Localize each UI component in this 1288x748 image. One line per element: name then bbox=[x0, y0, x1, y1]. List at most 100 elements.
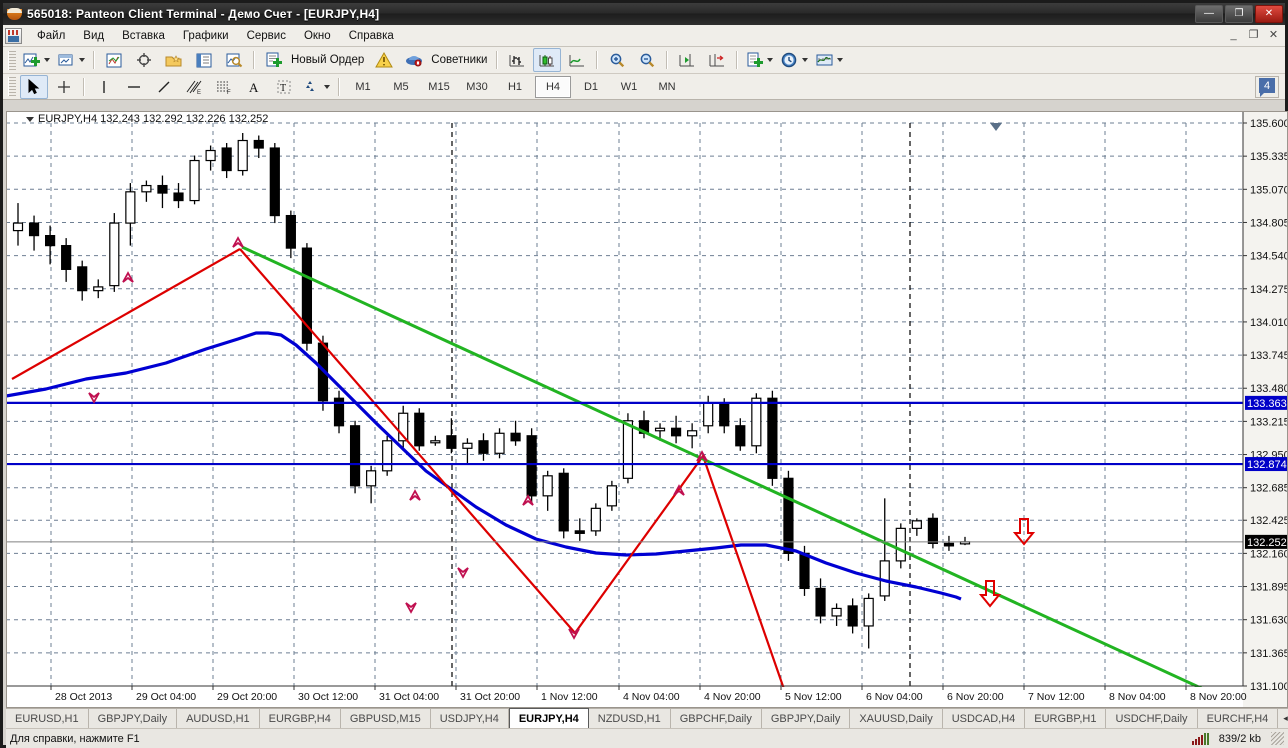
cursor-tool-button[interactable] bbox=[20, 74, 48, 99]
zoom-out-button[interactable] bbox=[633, 48, 661, 72]
chart-tab[interactable]: GBPJPY,Daily bbox=[762, 709, 851, 728]
equidistant-channel-tool-button[interactable]: E bbox=[180, 75, 208, 99]
data-window-button[interactable] bbox=[190, 48, 218, 72]
period-h1-button[interactable]: H1 bbox=[507, 80, 523, 93]
toolbar-grip[interactable] bbox=[8, 50, 16, 70]
menu-item-view[interactable]: Вид bbox=[83, 29, 105, 42]
svg-text:28 Oct 2013: 28 Oct 2013 bbox=[55, 691, 112, 703]
svg-text:6 Nov 04:00: 6 Nov 04:00 bbox=[866, 691, 923, 703]
connection-signal-icon[interactable] bbox=[1191, 732, 1209, 745]
trendline-tool-button[interactable] bbox=[150, 75, 178, 99]
menu-item-charts[interactable]: Графики bbox=[182, 29, 229, 42]
candlestick-chart-button[interactable] bbox=[533, 48, 562, 72]
toolbar-grip[interactable] bbox=[8, 77, 16, 96]
notifications-button[interactable]: 4 bbox=[1255, 76, 1279, 98]
chart-tab[interactable]: GBPUSD,M15 bbox=[341, 709, 431, 728]
svg-text:29 Oct 20:00: 29 Oct 20:00 bbox=[217, 691, 277, 703]
indicators-button[interactable] bbox=[813, 48, 846, 72]
svg-text:131.365: 131.365 bbox=[1250, 648, 1288, 660]
menu-item-help[interactable]: Справка bbox=[348, 29, 394, 42]
experts-button[interactable] bbox=[400, 48, 428, 72]
menu-item-file[interactable]: Файл bbox=[37, 29, 66, 42]
chart-canvas[interactable]: 135.600 135.335 135.070 134.805 134.540 134.2… bbox=[6, 111, 1288, 708]
profiles-button[interactable] bbox=[100, 48, 128, 72]
favorites-button[interactable] bbox=[160, 48, 188, 72]
text-label-tool-button[interactable]: A bbox=[240, 75, 268, 99]
maximize-button[interactable]: ❐ bbox=[1225, 5, 1253, 23]
crosshair-button[interactable] bbox=[130, 48, 158, 72]
title-bar: 565018: Panteon Client Terminal - Демо С… bbox=[3, 3, 1285, 25]
chart-tab[interactable]: GBPCHF,Daily bbox=[671, 709, 762, 728]
auto-scroll-button[interactable] bbox=[703, 48, 731, 72]
menu-item-insert[interactable]: Вставка bbox=[122, 29, 165, 42]
chart-tab[interactable]: EURCHF,H4 bbox=[1198, 709, 1279, 728]
vertical-line-tool-button[interactable] bbox=[90, 75, 118, 99]
shift-end-button[interactable] bbox=[673, 48, 701, 72]
svg-text:E: E bbox=[197, 90, 201, 95]
chart-area[interactable]: EURJPY,H4 132.243 132.292 132.226 132.25… bbox=[6, 111, 1288, 708]
mdi-close-button[interactable]: ✕ bbox=[1268, 29, 1279, 41]
chart-tab[interactable]: USDCHF,Daily bbox=[1106, 709, 1198, 728]
svg-text:134.275: 134.275 bbox=[1250, 284, 1288, 296]
zoom-in-button[interactable] bbox=[603, 48, 631, 72]
toolbar-separator bbox=[596, 51, 599, 69]
menu-item-tools[interactable]: Сервис bbox=[246, 29, 286, 42]
svg-text:134.805: 134.805 bbox=[1250, 217, 1288, 229]
period-mn-button[interactable]: MN bbox=[658, 80, 676, 93]
chart-header-text: EURJPY,H4 132.243 132.292 132.226 132.25… bbox=[38, 113, 269, 125]
minimize-button[interactable]: — bbox=[1195, 5, 1223, 23]
svg-text:8 Nov 04:00: 8 Nov 04:00 bbox=[1109, 691, 1166, 703]
status-right: 839/2 kb bbox=[1191, 732, 1288, 745]
chart-tab[interactable]: AUDUSD,H1 bbox=[177, 709, 260, 728]
mdi-restore-button[interactable]: ❐ bbox=[1248, 29, 1259, 41]
period-h4-button[interactable]: H4 bbox=[535, 75, 571, 98]
mdi-window-controls: _ ❐ ✕ bbox=[1225, 27, 1282, 42]
alert-button[interactable] bbox=[370, 48, 398, 72]
chart-tab[interactable]: GBPJPY,Daily bbox=[89, 709, 178, 728]
svg-text:131.100: 131.100 bbox=[1250, 681, 1288, 693]
horizontal-line-tool-button[interactable] bbox=[120, 75, 148, 99]
zoom-search-button[interactable] bbox=[220, 48, 248, 72]
svg-text:132.160: 132.160 bbox=[1250, 548, 1288, 560]
text-tool-button[interactable]: T bbox=[270, 75, 298, 99]
svg-text:F: F bbox=[227, 90, 231, 95]
period-m30-button[interactable]: M30 bbox=[466, 80, 488, 93]
chart-tab-active[interactable]: EURJPY,H4 bbox=[508, 708, 589, 728]
tile-windows-button[interactable] bbox=[55, 48, 88, 72]
experts-label[interactable]: Советники bbox=[431, 54, 488, 66]
svg-text:8 Nov 20:00: 8 Nov 20:00 bbox=[1190, 691, 1247, 703]
fibonacci-tool-button[interactable]: F bbox=[210, 75, 238, 99]
templates-button[interactable] bbox=[743, 48, 776, 72]
period-m1-button[interactable]: M1 bbox=[355, 80, 371, 93]
chart-tab[interactable]: USDCAD,H4 bbox=[943, 709, 1026, 728]
period-w1-button[interactable]: W1 bbox=[620, 80, 638, 93]
chart-tab[interactable]: XAUUSD,Daily bbox=[850, 709, 943, 728]
period-m15-button[interactable]: M15 bbox=[428, 80, 450, 93]
period-d1-button[interactable]: D1 bbox=[583, 80, 599, 93]
new-order-button[interactable] bbox=[260, 48, 288, 72]
close-button[interactable]: ✕ bbox=[1255, 5, 1283, 23]
new-chart-button[interactable] bbox=[20, 48, 53, 72]
chart-tab[interactable]: NZDUSD,H1 bbox=[589, 709, 671, 728]
line-studies-toolbar: E F A T M1 M5 M15 M30 H1 H4 D1 W1 MN 4 bbox=[3, 74, 1285, 100]
svg-text:132.874: 132.874 bbox=[1247, 459, 1287, 471]
chart-menu-icon[interactable] bbox=[26, 116, 34, 122]
toolbar-separator bbox=[736, 51, 739, 69]
toolbar-separator bbox=[666, 51, 669, 69]
line-chart-button[interactable] bbox=[563, 48, 591, 72]
new-order-label[interactable]: Новый Ордер bbox=[291, 54, 365, 66]
period-clock-button[interactable] bbox=[778, 48, 811, 72]
chart-tab[interactable]: EURGBP,H4 bbox=[260, 709, 341, 728]
chart-tab[interactable]: EURUSD,H1 bbox=[6, 709, 89, 728]
chart-tab[interactable]: USDJPY,H4 bbox=[431, 709, 509, 728]
chart-tab[interactable]: EURGBP,H1 bbox=[1025, 709, 1107, 728]
bar-chart-button[interactable] bbox=[503, 48, 531, 72]
mdi-minimize-button[interactable]: _ bbox=[1230, 28, 1237, 41]
crosshair-tool-button[interactable] bbox=[50, 75, 78, 99]
svg-text:4 Nov 20:00: 4 Nov 20:00 bbox=[704, 691, 761, 703]
period-m5-button[interactable]: M5 bbox=[393, 80, 409, 93]
shapes-tool-button[interactable] bbox=[300, 75, 333, 99]
menu-item-window[interactable]: Окно bbox=[303, 29, 331, 42]
tab-scroll-left-icon[interactable]: ◂ bbox=[1283, 713, 1288, 723]
resize-grip[interactable] bbox=[1271, 732, 1284, 745]
